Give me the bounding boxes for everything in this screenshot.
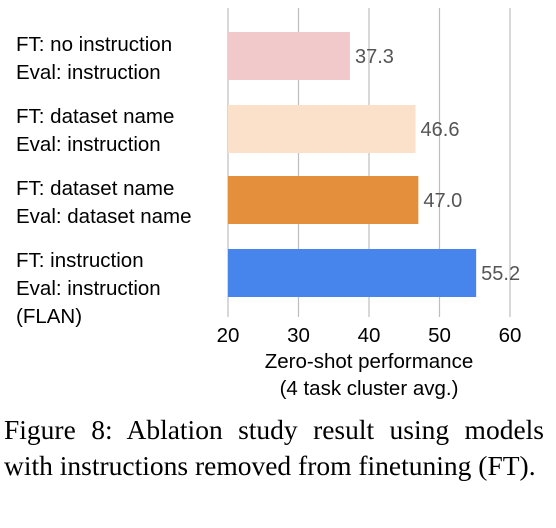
category-label-0-1: Eval: instruction bbox=[16, 61, 161, 84]
bars bbox=[228, 32, 477, 297]
x-axis-title-line-0: Zero-shot performance bbox=[265, 350, 474, 373]
bar-0 bbox=[228, 32, 350, 80]
category-label-2-1: Eval: dataset name bbox=[16, 205, 192, 228]
category-label-3-2: (FLAN) bbox=[16, 305, 82, 328]
value-label-3: 55.2 bbox=[481, 263, 520, 285]
x-tick-labels: 20 30 40 50 60 bbox=[217, 324, 522, 347]
category-label-2-0: FT: dataset name bbox=[16, 177, 174, 200]
x-axis-title: Zero-shot performance (4 task cluster avg… bbox=[265, 350, 474, 400]
x-tick-label-3: 50 bbox=[428, 324, 451, 347]
x-tick-label-2: 40 bbox=[358, 324, 381, 347]
x-tick-label-0: 20 bbox=[217, 324, 240, 347]
bar-3 bbox=[228, 249, 477, 297]
value-label-2: 47.0 bbox=[423, 190, 462, 212]
category-label-3-1: Eval: instruction bbox=[16, 277, 161, 300]
value-label-1: 46.6 bbox=[421, 119, 460, 141]
category-label-1-0: FT: dataset name bbox=[16, 105, 174, 128]
category-label-1-1: Eval: instruction bbox=[16, 133, 161, 156]
value-label-0: 37.3 bbox=[355, 46, 394, 68]
category-labels: FT: no instruction Eval: instruction FT: d… bbox=[16, 33, 192, 328]
x-tick-label-4: 60 bbox=[499, 324, 522, 347]
value-labels: 37.3 46.6 47.0 55.2 bbox=[355, 46, 520, 285]
x-axis-title-line-1: (4 task cluster avg.) bbox=[280, 377, 459, 400]
category-label-0-0: FT: no instruction bbox=[16, 33, 172, 56]
category-label-3-0: FT: instruction bbox=[16, 249, 144, 272]
figure-caption: Figure 8: Ablation study result using mo… bbox=[4, 414, 544, 481]
bar-1 bbox=[228, 105, 416, 153]
bar-2 bbox=[228, 176, 419, 224]
bar-chart: 37.3 46.6 47.0 55.2 FT: no instruction Eval:… bbox=[16, 8, 522, 400]
x-tick-label-1: 30 bbox=[287, 324, 310, 347]
